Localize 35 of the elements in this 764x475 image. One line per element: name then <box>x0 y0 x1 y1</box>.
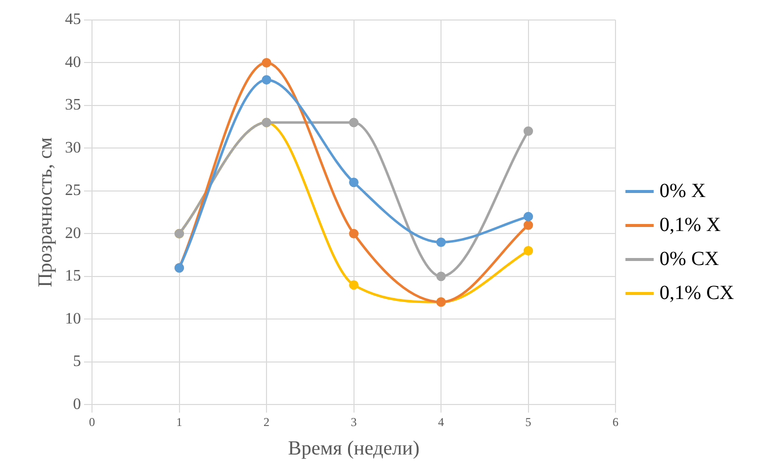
point <box>262 58 272 68</box>
y-tick-label: 0 <box>73 396 81 413</box>
point <box>524 126 534 136</box>
y-tick-label: 5 <box>73 353 81 370</box>
point <box>524 246 534 256</box>
y-tick-label: 15 <box>65 268 81 285</box>
x-axis-title: Время (недели) <box>288 437 420 460</box>
point <box>436 237 446 247</box>
point <box>262 75 272 85</box>
y-tick-label: 45 <box>65 11 81 28</box>
legend-label: 0,1% CX <box>660 282 735 304</box>
x-tick-label: 2 <box>264 414 270 429</box>
y-tick-label: 25 <box>65 182 81 200</box>
legend-label: 0,1% X <box>660 214 722 236</box>
point <box>349 178 359 188</box>
x-tick-label: 1 <box>176 414 182 429</box>
point <box>436 272 446 282</box>
y-axis-title: Прозрачность, см <box>34 136 56 288</box>
legend-label: 0% X <box>660 180 706 202</box>
point <box>349 280 359 290</box>
y-tick-label: 10 <box>65 310 81 328</box>
point <box>349 118 359 128</box>
point <box>349 228 359 238</box>
y-tick-label: 20 <box>65 224 81 242</box>
point <box>524 220 534 230</box>
y-tick-label: 40 <box>65 54 81 71</box>
x-tick-label: 3 <box>350 414 357 429</box>
x-tick-label: 0 <box>89 414 95 429</box>
x-tick-label: 4 <box>438 414 444 429</box>
x-tick-label: 5 <box>525 414 532 429</box>
x-tick-label: 6 <box>612 414 619 429</box>
legend-label: 0% CX <box>660 248 720 270</box>
y-tick-label: 30 <box>65 139 81 156</box>
point <box>524 212 534 222</box>
y-tick-label: 35 <box>65 96 81 114</box>
